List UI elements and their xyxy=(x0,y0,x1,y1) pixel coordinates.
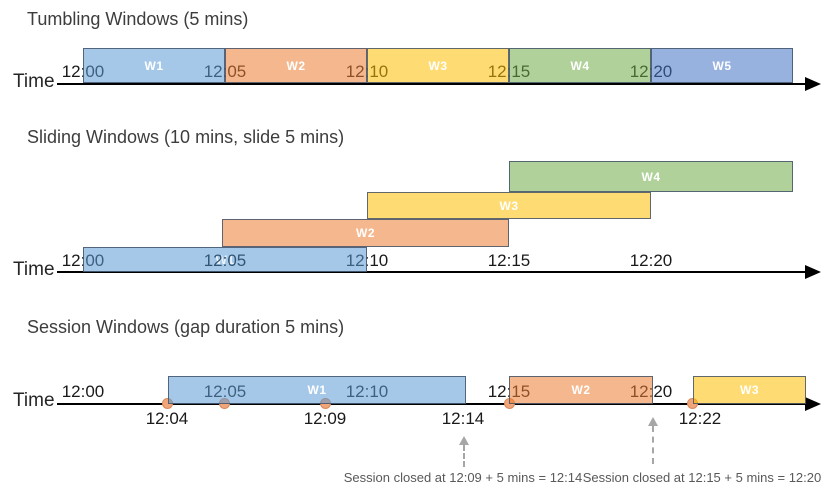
session-event-label-1209: 12:09 xyxy=(303,409,347,428)
tumbling-window-w2-label: W2 xyxy=(286,58,306,73)
session-window-w2: W2 xyxy=(509,376,653,404)
sliding-window-w2: W2 xyxy=(222,219,509,247)
session-event-label-1222: 12:22 xyxy=(678,409,722,428)
sliding-window-w3-label: W3 xyxy=(499,198,519,213)
session-timeline-arrowhead-icon xyxy=(805,397,821,411)
tumbling-window-w1: W1 xyxy=(83,48,225,83)
tumbling-title: Tumbling Windows (5 mins) xyxy=(27,9,249,29)
session-tick-1200: 12:00 xyxy=(61,382,105,401)
sliding-title: Sliding Windows (10 mins, slide 5 mins) xyxy=(27,127,345,147)
sliding-timeline xyxy=(57,271,807,273)
sliding-axis-label: Time xyxy=(13,259,55,280)
sliding-tick-1220: 12:20 xyxy=(629,251,673,270)
session-window-w1-label: W1 xyxy=(307,383,327,397)
tumbling-window-w2: W2 xyxy=(225,48,367,83)
sliding-tick-1205: 12:05 xyxy=(203,251,247,270)
arrow-dashed-stem xyxy=(652,426,654,464)
session-event-label-1214: 12:14 xyxy=(441,409,485,428)
session-window-w2-label: W2 xyxy=(571,383,591,397)
session-event-label-1204: 12:04 xyxy=(145,409,189,428)
tumbling-window-w4-label: W4 xyxy=(570,58,590,73)
tumbling-axis-label: Time xyxy=(13,71,55,92)
tumbling-timeline-arrowhead-icon xyxy=(805,77,821,91)
arrow-dashed-stem xyxy=(463,445,465,467)
tumbling-window-w5: W5 xyxy=(651,48,793,83)
session-timeline xyxy=(57,403,807,405)
session-axis-label: Time xyxy=(13,390,55,411)
sliding-window-w1: W1 xyxy=(83,247,367,272)
sliding-window-w1-label: W1 xyxy=(215,252,235,267)
arrow-up-head-icon xyxy=(648,417,658,426)
session-window-w3: W3 xyxy=(693,376,806,404)
session-close-arrow-2-icon xyxy=(648,417,658,464)
sliding-tick-1215: 12:15 xyxy=(487,251,531,270)
tumbling-window-w3-label: W3 xyxy=(428,58,448,73)
session-window-w1: W1 xyxy=(168,376,466,404)
tumbling-window-w5-label: W5 xyxy=(712,58,732,73)
session-title: Session Windows (gap duration 5 mins) xyxy=(27,317,345,337)
session-annotation-1: Session closed at 12:09 + 5 mins = 12:14 xyxy=(343,470,583,485)
session-close-arrow-1-icon xyxy=(459,436,469,467)
sliding-window-w4: W4 xyxy=(509,161,793,192)
session-window-w3-label: W3 xyxy=(740,383,759,397)
sliding-window-w4-label: W4 xyxy=(641,169,661,184)
tumbling-window-w3: W3 xyxy=(367,48,509,83)
session-annotation-2: Session closed at 12:15 + 5 mins = 12:20 xyxy=(582,470,822,485)
tumbling-timeline xyxy=(57,83,807,85)
sliding-window-w3: W3 xyxy=(367,192,651,219)
sliding-timeline-arrowhead-icon xyxy=(805,265,821,279)
sliding-window-w2-label: W2 xyxy=(356,226,375,240)
arrow-up-head-icon xyxy=(459,436,469,445)
tumbling-window-w4: W4 xyxy=(509,48,651,83)
tumbling-window-w1-label: W1 xyxy=(144,58,164,73)
